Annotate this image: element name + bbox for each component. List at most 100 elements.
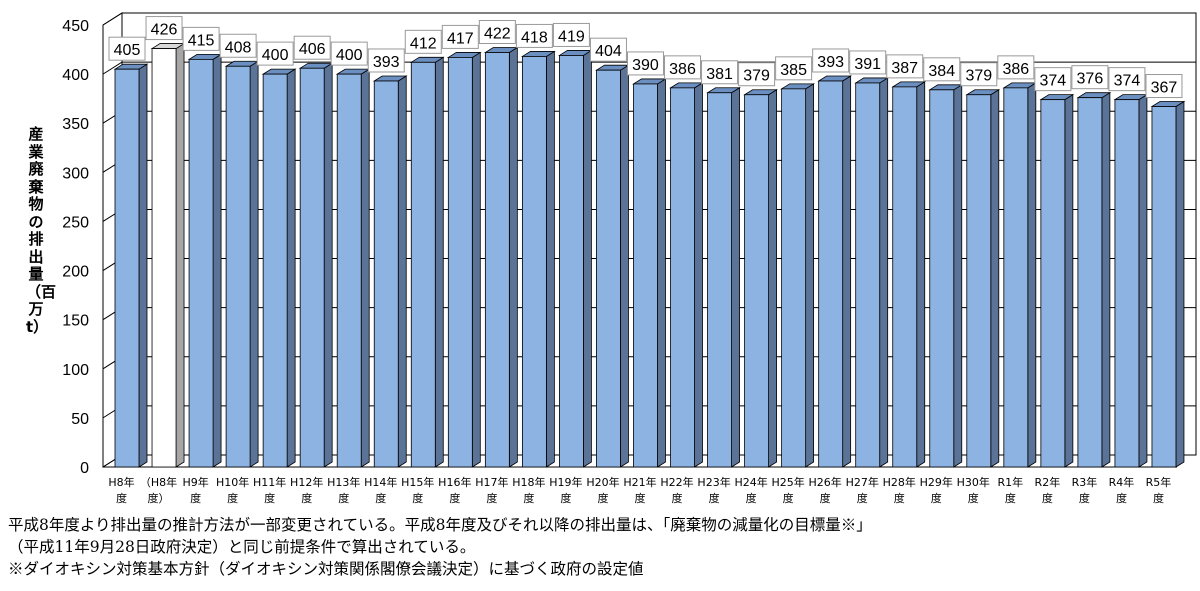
data-label-box bbox=[1108, 67, 1146, 92]
x-tick-label: H20年 bbox=[586, 475, 619, 489]
data-label: 379 bbox=[965, 68, 992, 85]
x-tick-label: H21年 bbox=[623, 475, 656, 489]
data-label: 419 bbox=[558, 28, 585, 45]
x-tick-label: H11年 bbox=[253, 475, 286, 489]
x-tick-label: H17年 bbox=[475, 475, 508, 489]
x-tick-label: H25年 bbox=[771, 475, 804, 489]
data-label-box bbox=[997, 55, 1035, 80]
data-label-box bbox=[812, 48, 850, 73]
bar-side bbox=[1064, 93, 1074, 468]
x-tick-label: 度 bbox=[190, 491, 201, 505]
bar bbox=[1040, 99, 1066, 468]
notes: 平成8年度より排出量の推計方法が一部変更されている。平成8年度及びそれ以降の排出… bbox=[8, 514, 872, 580]
x-tick-label: 度 bbox=[820, 491, 831, 505]
x-tick-label: H27年 bbox=[846, 475, 879, 489]
data-label: 393 bbox=[817, 54, 844, 71]
bar-side bbox=[360, 68, 370, 468]
x-tick-label: 度 bbox=[1005, 491, 1016, 505]
x-tick-label: 度 bbox=[968, 491, 979, 505]
bar bbox=[855, 82, 881, 468]
bar bbox=[114, 68, 140, 468]
bar-side bbox=[879, 77, 889, 468]
bar bbox=[373, 80, 399, 468]
bar-side bbox=[583, 49, 592, 468]
x-tick-label: 度 bbox=[116, 491, 127, 505]
data-label: 408 bbox=[225, 39, 252, 56]
data-label-box bbox=[478, 20, 516, 45]
bar bbox=[559, 55, 584, 468]
bar bbox=[336, 73, 362, 468]
x-tick-label: H14年 bbox=[364, 475, 397, 489]
data-label: 381 bbox=[706, 66, 733, 83]
bar bbox=[633, 83, 658, 468]
bar-side bbox=[138, 63, 148, 468]
data-label: 400 bbox=[262, 47, 289, 64]
x-tick-label: 度 bbox=[227, 491, 238, 505]
bar bbox=[1003, 87, 1029, 468]
y-tick-label: 0 bbox=[80, 460, 89, 477]
bar-side bbox=[212, 53, 222, 468]
bar-side bbox=[397, 75, 407, 468]
x-tick-label: 度 bbox=[672, 491, 683, 505]
x-tick-label: 度 bbox=[264, 491, 275, 505]
data-label-box bbox=[589, 37, 627, 62]
bar-side bbox=[842, 75, 852, 468]
data-label-box bbox=[923, 57, 961, 82]
bar bbox=[929, 89, 955, 468]
bar bbox=[744, 94, 769, 468]
data-label-box bbox=[256, 41, 294, 66]
x-tick-label: 度 bbox=[301, 491, 312, 505]
x-tick-label: H16年 bbox=[438, 475, 471, 489]
x-tick-label: 度 bbox=[412, 491, 423, 505]
data-label-box bbox=[960, 62, 998, 87]
data-label: 386 bbox=[1002, 61, 1029, 78]
bar-side bbox=[508, 46, 518, 468]
x-tick-label: 度 bbox=[857, 491, 868, 505]
data-label: 367 bbox=[1151, 80, 1178, 97]
bar-side bbox=[1138, 93, 1148, 468]
data-label: 384 bbox=[928, 63, 955, 80]
x-tick-label: 度 bbox=[338, 491, 349, 505]
x-tick-label: H24年 bbox=[734, 475, 767, 489]
bar-side bbox=[545, 50, 555, 468]
data-label: 422 bbox=[484, 26, 511, 43]
bar-side bbox=[768, 89, 777, 468]
data-label: 379 bbox=[743, 68, 770, 85]
x-tick-label: R2年 bbox=[1035, 475, 1061, 489]
y-tick-label: 200 bbox=[62, 264, 89, 281]
data-label: 393 bbox=[373, 54, 400, 71]
note-line-1: 平成8年度より排出量の推計方法が一部変更されている。平成8年度及びそれ以降の排出… bbox=[8, 516, 872, 534]
data-label-box bbox=[775, 56, 813, 81]
data-label-box bbox=[1071, 65, 1109, 90]
x-tick-label: 度 bbox=[449, 491, 460, 505]
y-tick-label: 450 bbox=[62, 18, 89, 35]
data-label: 406 bbox=[299, 41, 326, 58]
bar bbox=[818, 80, 844, 468]
data-label: 426 bbox=[151, 22, 178, 39]
data-label-box bbox=[219, 33, 257, 58]
bar bbox=[1151, 106, 1177, 468]
data-label-box bbox=[1145, 74, 1183, 99]
data-label-box bbox=[626, 51, 664, 76]
bar bbox=[1077, 97, 1103, 468]
bar bbox=[262, 73, 288, 468]
y-tick-label: 250 bbox=[62, 214, 89, 231]
x-tick-label: H29年 bbox=[920, 475, 953, 489]
y-tick-label: 50 bbox=[71, 411, 89, 428]
bar bbox=[299, 67, 325, 468]
data-label-box bbox=[293, 35, 331, 60]
bar bbox=[151, 48, 177, 468]
note-line-2: （平成11年9月28日政府決定）と同じ前提条件で算出されている。 bbox=[8, 538, 476, 556]
x-tick-label: 度 bbox=[746, 491, 757, 505]
x-tick-label: H26年 bbox=[809, 475, 842, 489]
bar-side bbox=[657, 78, 666, 468]
data-label: 374 bbox=[1040, 73, 1067, 90]
x-tick-label: R3年 bbox=[1072, 475, 1098, 489]
bar bbox=[1114, 99, 1140, 468]
bar bbox=[225, 65, 251, 468]
bar bbox=[781, 88, 807, 468]
bar-side bbox=[249, 60, 259, 468]
x-tick-label: 度 bbox=[894, 491, 905, 505]
x-tick-label: R5年 bbox=[1146, 475, 1172, 489]
x-tick-label: H8年 bbox=[108, 475, 134, 489]
